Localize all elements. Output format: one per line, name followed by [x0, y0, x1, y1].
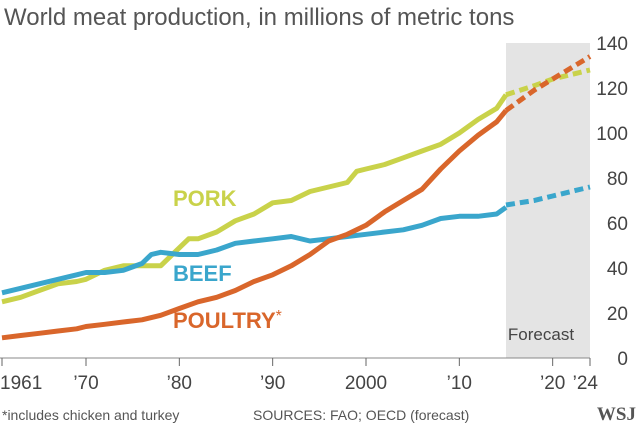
series-line-beef	[1, 205, 508, 296]
series-forecast-poultry	[504, 54, 592, 113]
chart-title: World meat production, in millions of me…	[4, 4, 514, 31]
brand-logo: WSJ	[597, 404, 636, 425]
forecast-label: Forecast	[508, 325, 574, 344]
x-tick-label: ’20	[540, 373, 565, 394]
y-tick-label: 40	[607, 259, 628, 280]
forecast-band	[506, 43, 590, 358]
y-tick-label: 120	[596, 79, 628, 100]
x-tick-label: ’10	[447, 373, 472, 394]
series-label-poultry: POULTRY*	[173, 308, 282, 333]
x-tick-label: ’80	[167, 373, 192, 394]
series-label-pork: PORK	[173, 186, 237, 211]
y-tick-label: 140	[596, 34, 628, 55]
sources: SOURCES: FAO; OECD (forecast)	[253, 407, 469, 423]
series-label-beef: BEEF	[173, 261, 232, 286]
x-tick-label: 2000	[345, 373, 387, 394]
y-tick-label: 20	[607, 304, 628, 325]
series-line-pork	[1, 93, 509, 305]
y-tick-label: 100	[596, 124, 628, 145]
series-line-poultry	[1, 108, 508, 341]
x-tick-label: ’70	[73, 373, 98, 394]
x-tick-label: 1961	[0, 373, 42, 394]
footnote: *includes chicken and turkey	[2, 407, 179, 423]
x-tick-label: ’24	[573, 373, 599, 394]
series-label-poultry-name: POULTRY	[173, 308, 276, 333]
y-tick-label: 0	[617, 349, 628, 370]
series-forecast-beef	[505, 184, 591, 208]
y-tick-label: 60	[607, 214, 628, 235]
series-layer	[1, 54, 592, 341]
poultry-note-marker: *	[276, 308, 282, 325]
axis-layer: 0 20 40 60 80 100 120 140 1961 ’70 ’80 ’90 2000 ’10 ’2…	[0, 34, 628, 394]
x-tick-label: ’90	[260, 373, 285, 394]
y-tick-label: 80	[607, 169, 628, 190]
